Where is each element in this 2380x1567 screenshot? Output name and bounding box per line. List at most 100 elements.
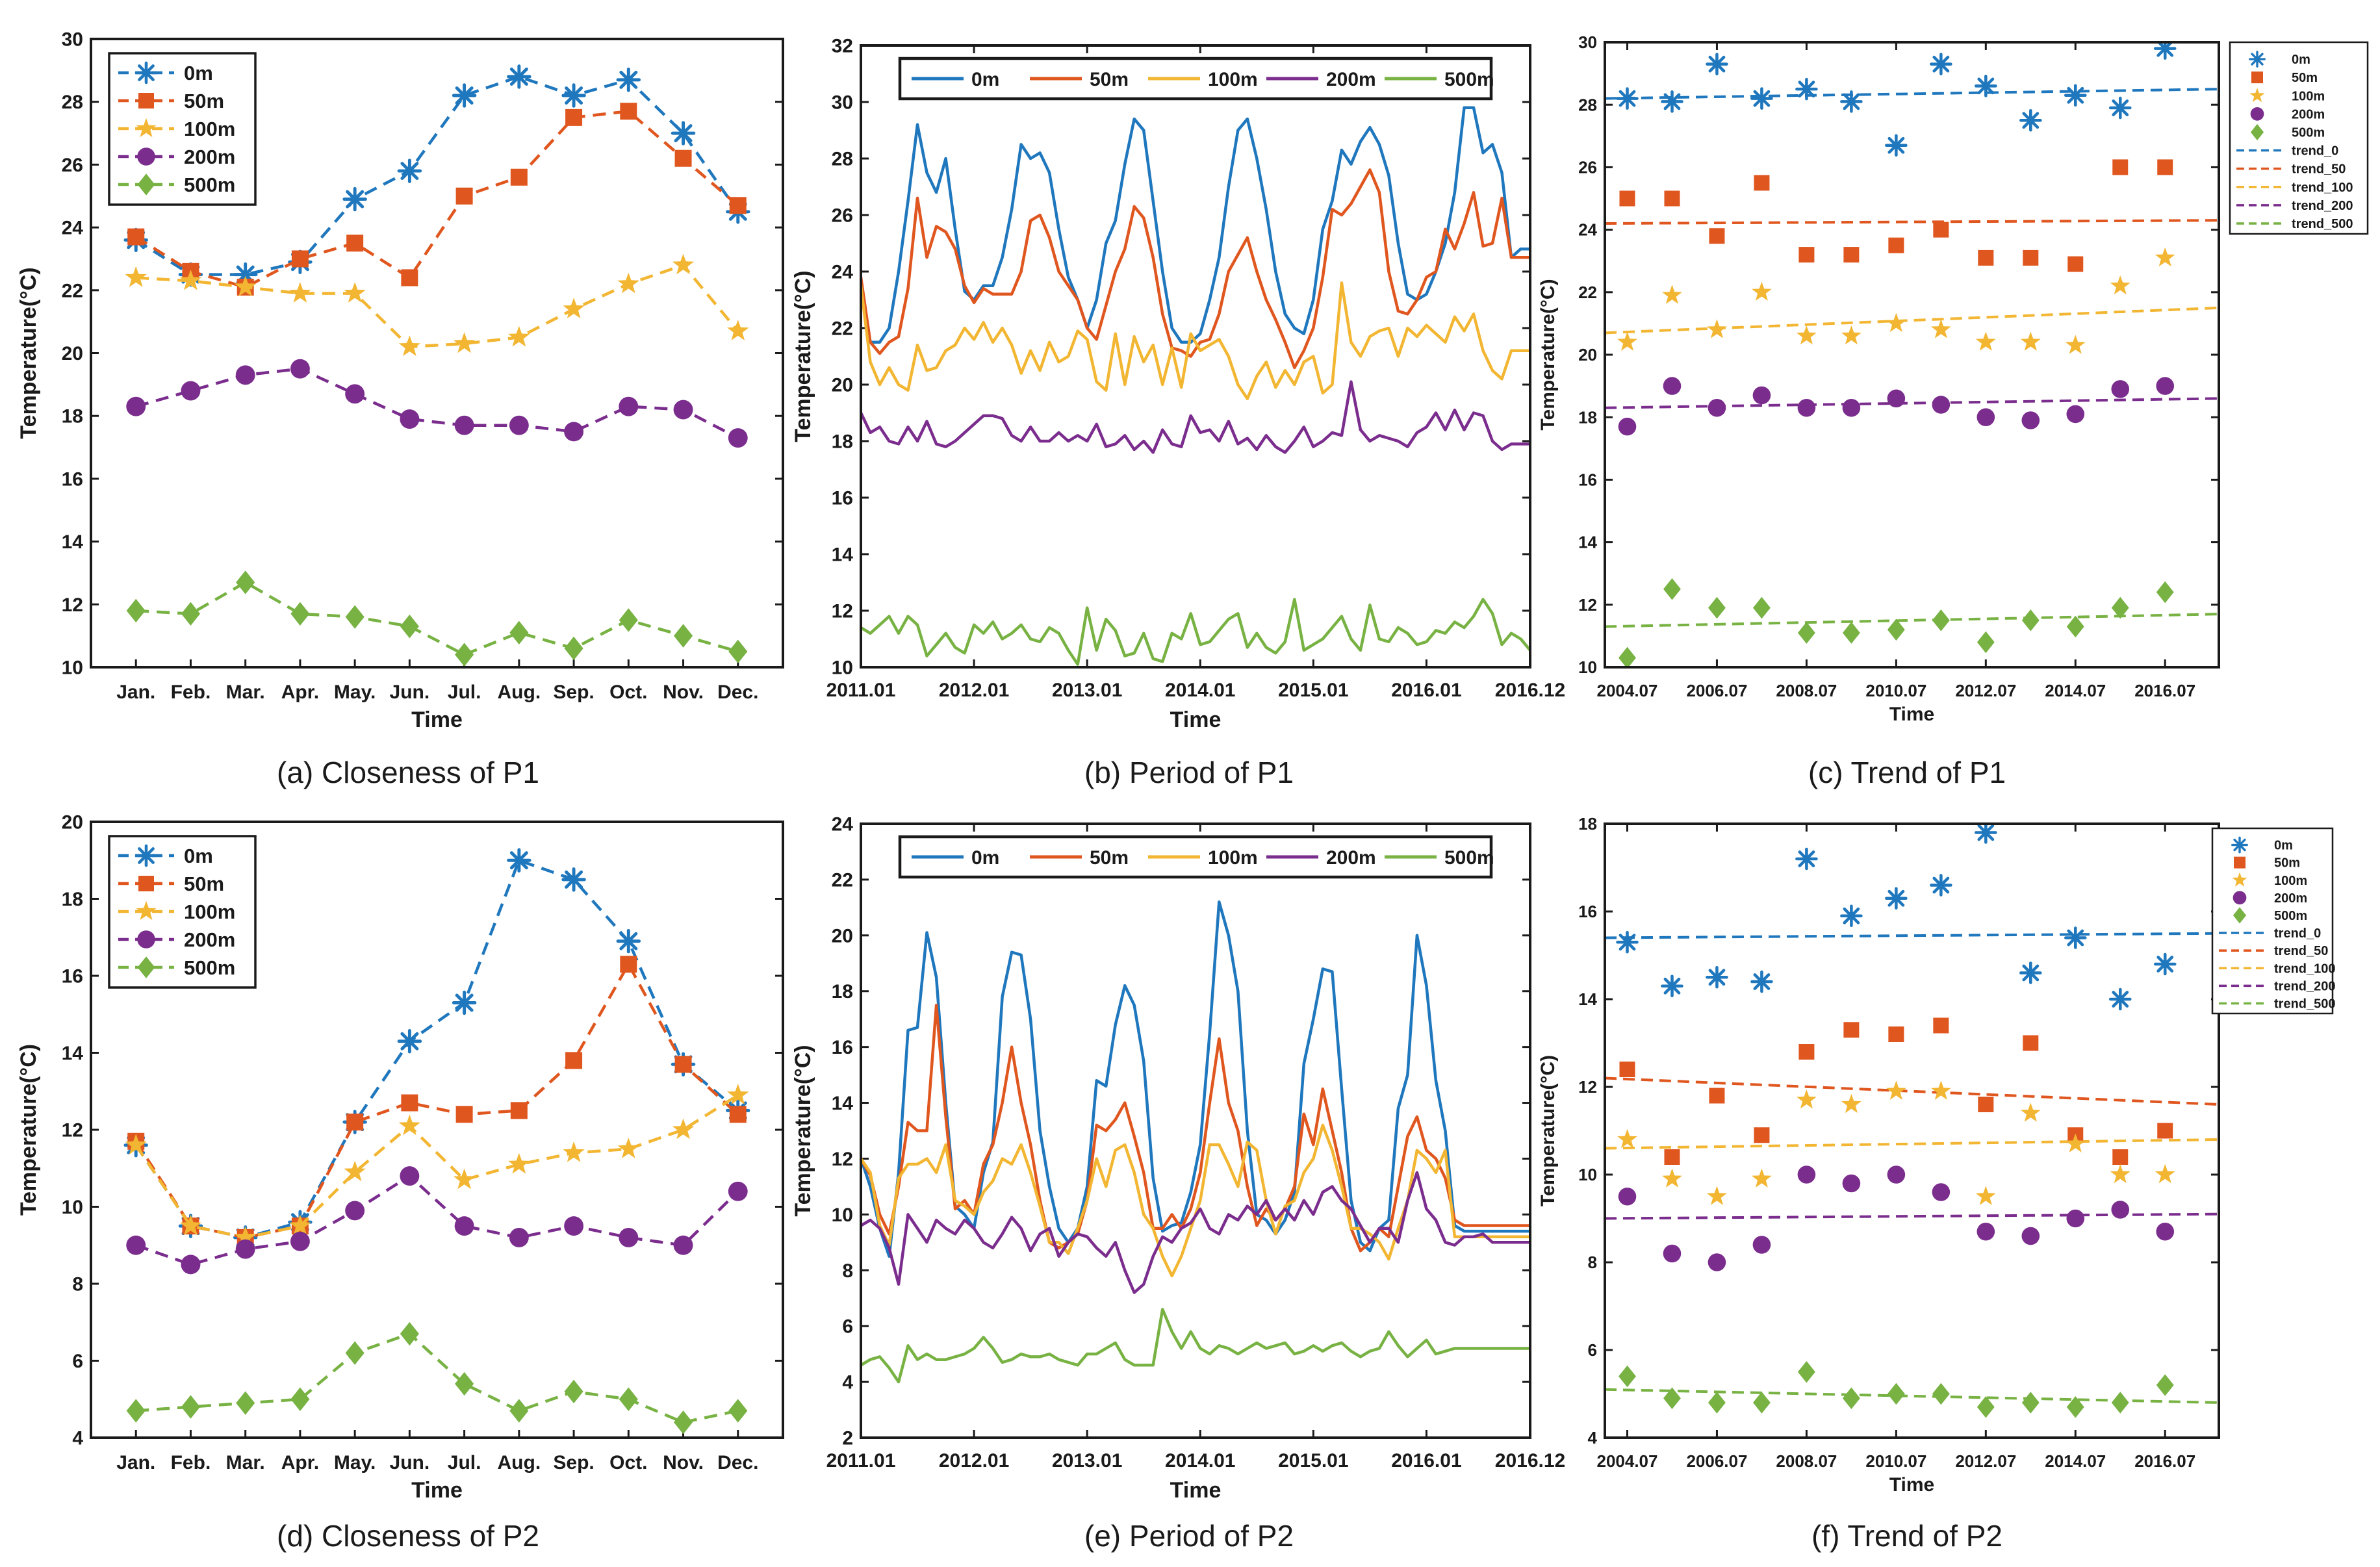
data-point-500m: [1752, 1392, 1771, 1414]
legend-label-500m: 500m: [1444, 69, 1494, 90]
data-point-50m: [1754, 1127, 1770, 1143]
y-tick-label: 16: [1578, 902, 1597, 921]
legend-marker-200m: [137, 930, 155, 949]
y-axis: 4 6 8 10 12 14 16 18: [1578, 814, 2219, 1447]
legend-marker-100m: [136, 900, 157, 921]
x-tick-label: 2013.01: [1052, 680, 1122, 701]
y-tick-label: 24: [1578, 220, 1597, 240]
data-point-100m: [125, 1134, 147, 1154]
data-point-100m: [2110, 275, 2130, 295]
data-point-500m: [455, 1371, 474, 1396]
data-point-50m: [1619, 190, 1635, 207]
asterisk-stroke: [1843, 907, 1860, 924]
data-point-100m: [453, 1168, 476, 1190]
y-tick-label: 20: [832, 375, 853, 396]
data-point-500m: [509, 1399, 529, 1423]
data-point-500m: [564, 1379, 583, 1404]
legend-label-0m: 0m: [2274, 839, 2293, 853]
data-point-50m: [674, 1056, 692, 1073]
series-100m: [861, 281, 1530, 401]
data-point-0m: [2108, 987, 2132, 1011]
data-point-100m: [727, 320, 749, 340]
y-tick-label: 10: [62, 1197, 83, 1218]
series-line-50m: [134, 961, 739, 1240]
series-500m: [126, 570, 748, 667]
data-point-100m: [1930, 319, 1951, 338]
data-point-50m: [674, 149, 692, 167]
data-point-50m: [346, 1114, 364, 1131]
asterisk-stroke: [509, 68, 528, 86]
data-point-100m: [508, 1153, 530, 1174]
legend-label-0m: 0m: [971, 69, 999, 90]
series-line-500m: [861, 598, 1530, 666]
y-tick-label: 12: [1578, 595, 1597, 615]
x-tick-label: Feb.: [171, 682, 211, 703]
y-tick-label: 30: [62, 29, 83, 51]
asterisk-stroke: [1663, 93, 1681, 110]
asterisk-stroke: [1932, 876, 1950, 894]
data-point-50m: [1978, 249, 1994, 266]
legend-label-trend_100: trend_100: [2274, 962, 2336, 976]
data-point-500m: [1842, 622, 1860, 644]
data-point-500m: [236, 1391, 255, 1415]
data-point-0m: [1706, 53, 1728, 75]
y-tick-label: 4: [1588, 1428, 1598, 1447]
data-point-100m: [1707, 1186, 1727, 1205]
legend-marker-100m: [2232, 872, 2247, 887]
data-point-0m: [1930, 53, 1952, 75]
data-point-0m: [1975, 75, 1997, 97]
legend-label-100m: 100m: [2274, 874, 2307, 888]
data-point-100m: [1975, 1186, 1996, 1205]
y-tick-label: 22: [62, 280, 83, 301]
x-tick-label: 2006.07: [1686, 1451, 1747, 1471]
legend-label-200m: 200m: [184, 928, 235, 951]
data-point-200m: [1752, 1236, 1771, 1254]
data-point-50m: [620, 956, 637, 973]
legend-label-0m: 0m: [971, 847, 999, 869]
asterisk-stroke: [619, 70, 638, 89]
x-axis: 2011.01 2012.01 2013.01 2014.01 2015.01 2016.…: [826, 45, 1565, 701]
data-point-500m: [619, 1387, 638, 1411]
data-point-500m: [2111, 1392, 2129, 1414]
legend: 0m 50m 100m 200m 500m trend_0 trend_50 trend_10…: [2211, 827, 2336, 1015]
x-tick-label: Dec.: [717, 682, 758, 703]
series-100m: [1617, 247, 2175, 354]
legend: 0m 50m 100m 200m 500m: [108, 52, 257, 206]
data-point-50m: [2023, 249, 2039, 266]
y-tick-label: 26: [62, 155, 83, 176]
data-point-100m: [289, 1214, 311, 1236]
caption-d: (d) Closeness of P2: [277, 1519, 539, 1553]
data-point-100m: [344, 282, 366, 303]
chart-panel-trend-p2: 4 6 8 10 12 14 16 18 2004.07 2006.07 2008.07 2010.0…: [1537, 814, 2336, 1496]
series-50m: [861, 168, 1530, 370]
data-point-200m: [290, 1231, 310, 1251]
y-tick-label: 30: [832, 92, 853, 114]
data-point-500m: [1977, 631, 1995, 654]
y-axis-label: Temperature(°C): [16, 267, 41, 439]
legend-label-500m: 500m: [1444, 847, 1494, 869]
y-tick-label: 6: [1588, 1340, 1597, 1360]
x-tick-label: 2016.07: [2134, 681, 2195, 700]
series-200m: [1618, 1166, 2175, 1271]
data-point-100m: [179, 1214, 202, 1236]
data-point-200m: [619, 1227, 639, 1247]
y-tick-label: 16: [832, 488, 853, 509]
legend-label-100m: 100m: [1208, 69, 1258, 90]
x-axis-label: Time: [1170, 707, 1222, 732]
data-point-100m: [1662, 285, 1682, 304]
legend-label-50m: 50m: [1090, 69, 1129, 90]
legend-marker-500m: [137, 956, 155, 978]
x-axis-label: Time: [1889, 704, 1934, 725]
trend-line-trend_200: [1605, 397, 2219, 409]
x-tick-label: 2014.07: [2045, 681, 2106, 700]
series-500m: [1619, 1360, 2174, 1418]
data-point-100m: [235, 275, 257, 297]
data-point-200m: [1842, 398, 1861, 417]
data-point-500m: [1932, 609, 1950, 631]
legend-marker-200m: [2233, 891, 2247, 905]
data-point-100m: [1617, 331, 1637, 351]
data-point-100m: [1707, 319, 1727, 338]
legend-label-200m: 200m: [2292, 107, 2325, 121]
legend-marker-50m: [138, 93, 154, 108]
